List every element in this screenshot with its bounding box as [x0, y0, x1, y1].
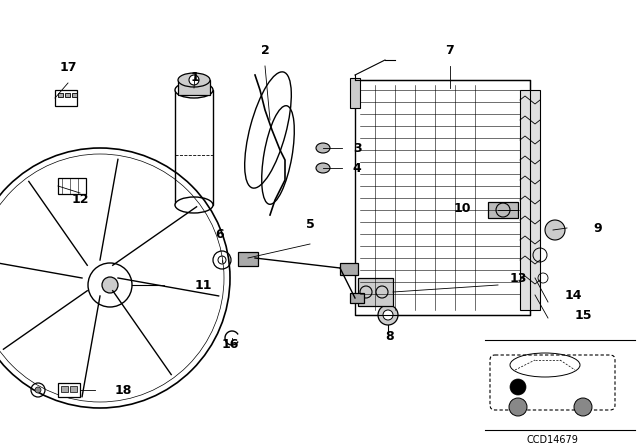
Text: 16: 16	[221, 337, 239, 350]
Bar	[58, 178, 86, 194]
Text: 12: 12	[71, 193, 89, 206]
Bar	[70, 386, 77, 392]
Bar	[61, 386, 68, 392]
Circle shape	[189, 75, 199, 85]
Circle shape	[88, 263, 132, 307]
Text: 17: 17	[60, 60, 77, 73]
Bar	[350, 78, 360, 108]
Bar	[65, 93, 70, 97]
Text: 2: 2	[260, 43, 269, 56]
Bar	[58, 383, 80, 397]
Text: 3: 3	[353, 142, 362, 155]
Ellipse shape	[175, 197, 213, 213]
Text: 4: 4	[353, 161, 362, 175]
Text: 9: 9	[594, 221, 602, 234]
Circle shape	[510, 379, 526, 395]
Ellipse shape	[316, 163, 330, 173]
Circle shape	[102, 277, 118, 293]
Text: 15: 15	[574, 309, 592, 322]
Bar	[355, 80, 530, 315]
Circle shape	[383, 310, 393, 320]
Bar	[72, 93, 77, 97]
Text: 13: 13	[509, 271, 527, 284]
Text: 6: 6	[216, 228, 224, 241]
Circle shape	[545, 220, 565, 240]
Ellipse shape	[178, 73, 210, 87]
Text: 1: 1	[191, 70, 200, 83]
Text: CCD14679: CCD14679	[526, 435, 578, 445]
Bar	[358, 278, 393, 306]
Circle shape	[35, 387, 41, 393]
Bar	[58, 93, 63, 97]
Text: 10: 10	[453, 202, 471, 215]
Bar	[55, 90, 77, 106]
Bar	[238, 252, 258, 266]
Circle shape	[378, 305, 398, 325]
Text: 7: 7	[445, 43, 454, 56]
Bar	[175, 90, 213, 205]
Bar	[488, 202, 518, 218]
Text: 8: 8	[386, 329, 394, 343]
Circle shape	[509, 398, 527, 416]
Circle shape	[574, 398, 592, 416]
Bar	[520, 90, 540, 310]
Text: 14: 14	[564, 289, 582, 302]
Bar	[178, 80, 210, 95]
Bar	[340, 263, 358, 275]
Ellipse shape	[175, 82, 213, 98]
Text: 11: 11	[195, 279, 212, 292]
Bar	[350, 293, 364, 303]
Text: 5: 5	[306, 217, 314, 231]
Ellipse shape	[316, 143, 330, 153]
Text: 18: 18	[115, 383, 132, 396]
